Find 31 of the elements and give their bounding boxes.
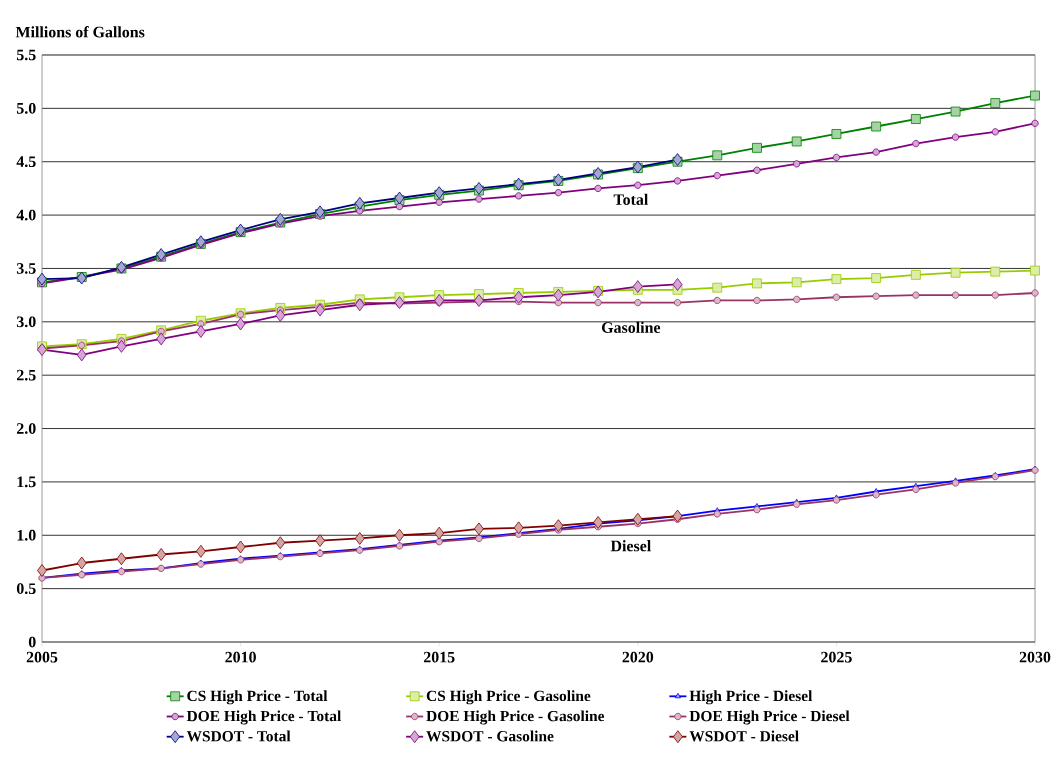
x-tick-label: 2010 [225, 651, 256, 663]
legend-label: CS High Price - Gasoline [426, 690, 591, 705]
annotation: Gasoline [601, 321, 661, 333]
y-tick-label: 2.0 [16, 423, 36, 434]
legend-label: DOE High Price - Gasoline [426, 710, 605, 725]
y-tick-label: 1.0 [17, 529, 36, 541]
x-tick-label: 2020 [622, 651, 654, 663]
legend-label: CS High Price - Total [187, 690, 328, 705]
legend-label: High Price - Diesel [689, 690, 813, 705]
y-tick-label: 3.0 [16, 316, 36, 328]
y-tick-label: 3.5 [16, 263, 36, 274]
x-tick-label: 2025 [821, 651, 852, 663]
x-tick-label: 2015 [423, 651, 455, 663]
legend-label: DOE High Price - Diesel [689, 710, 850, 725]
y-tick-label: 4.5 [16, 156, 36, 168]
legend-label: WSDOT - Gasoline [426, 730, 554, 742]
legend-label: WSDOT - Diesel [689, 730, 799, 742]
y-tick-label: 0.5 [16, 583, 36, 595]
annotation: Total [613, 193, 649, 206]
x-tick-label: 2030 [1019, 651, 1051, 663]
x-tick-label: 2005 [26, 651, 58, 663]
y-tick-label: 1.5 [17, 476, 36, 488]
y-tick-label: 5.5 [16, 49, 36, 61]
y-axis-title: Millions of Gallons [15, 26, 145, 38]
legend-label: DOE High Price - Total [186, 710, 342, 725]
y-tick-label: 2.5 [16, 369, 36, 381]
annotation: Diesel [610, 540, 651, 552]
y-tick-label: 4.0 [16, 209, 36, 221]
legend-label: WSDOT - Total [186, 730, 291, 742]
y-tick-label: 5.0 [16, 102, 36, 114]
y-tick-label: 0 [28, 636, 36, 648]
